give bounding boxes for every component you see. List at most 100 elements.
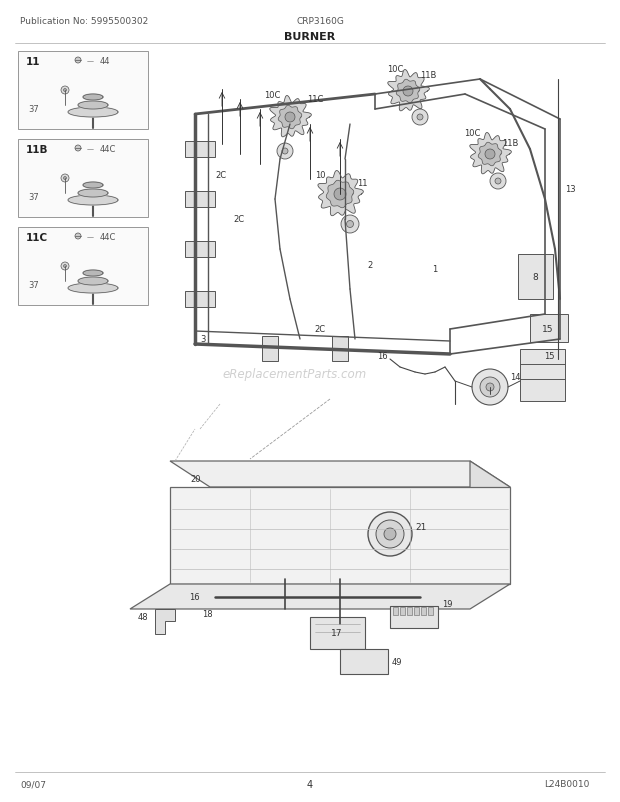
Polygon shape [278, 106, 302, 130]
Polygon shape [83, 95, 103, 101]
Text: 16: 16 [189, 593, 200, 602]
Circle shape [486, 383, 494, 391]
Circle shape [554, 350, 562, 358]
Text: 11C: 11C [26, 233, 48, 243]
Text: 1: 1 [432, 265, 438, 274]
Bar [185, 292, 215, 308]
Circle shape [412, 110, 428, 126]
Circle shape [384, 529, 396, 541]
Text: 21: 21 [415, 522, 427, 531]
Bar [390, 606, 438, 628]
Text: 4: 4 [307, 779, 313, 789]
Polygon shape [68, 107, 118, 118]
Text: 11B: 11B [420, 71, 436, 79]
Text: 49: 49 [392, 658, 402, 666]
Polygon shape [478, 143, 502, 167]
Text: 11B: 11B [502, 138, 518, 148]
Circle shape [341, 216, 359, 233]
Bar [185, 241, 215, 257]
Circle shape [485, 150, 495, 160]
Text: 09/07: 09/07 [20, 780, 46, 788]
Circle shape [61, 175, 69, 183]
Bar [393, 607, 398, 615]
Polygon shape [170, 461, 510, 488]
Text: BURNER: BURNER [285, 32, 335, 42]
Circle shape [495, 179, 501, 184]
Polygon shape [78, 277, 108, 286]
Circle shape [285, 113, 295, 123]
Text: 11B: 11B [26, 145, 48, 155]
Circle shape [472, 370, 508, 406]
Text: 15: 15 [544, 352, 555, 361]
Bar [18, 228, 148, 306]
Polygon shape [318, 172, 363, 217]
Bar [262, 337, 278, 362]
Text: 2C: 2C [215, 170, 226, 180]
Text: 13: 13 [565, 185, 575, 194]
Text: 18: 18 [202, 610, 213, 618]
Text: 10: 10 [315, 170, 326, 180]
Polygon shape [68, 196, 118, 206]
Text: 10C: 10C [264, 91, 280, 99]
Text: CRP3160G: CRP3160G [296, 17, 344, 26]
Polygon shape [270, 96, 311, 138]
Polygon shape [326, 181, 354, 209]
Text: 14: 14 [510, 373, 521, 382]
Text: —: — [87, 146, 94, 152]
Bar [520, 350, 565, 402]
Bar [414, 607, 419, 615]
Text: 37: 37 [28, 280, 39, 290]
Circle shape [61, 263, 69, 270]
Text: 17: 17 [331, 629, 343, 638]
Circle shape [277, 144, 293, 160]
Text: 37: 37 [28, 104, 39, 113]
Text: 44: 44 [100, 56, 110, 66]
Circle shape [490, 174, 506, 190]
Text: L24B0010: L24B0010 [544, 780, 590, 788]
Polygon shape [130, 585, 510, 610]
Text: 11C: 11C [307, 95, 323, 104]
Circle shape [347, 221, 353, 229]
Text: Publication No: 5995500302: Publication No: 5995500302 [20, 17, 148, 26]
Text: 44C: 44C [100, 144, 117, 153]
Text: 44C: 44C [100, 233, 117, 241]
Circle shape [282, 149, 288, 155]
Text: 3: 3 [200, 335, 205, 344]
Text: 11: 11 [356, 178, 367, 187]
Bar [18, 140, 148, 217]
Circle shape [417, 115, 423, 121]
Bar [310, 618, 365, 649]
Bar [340, 649, 388, 674]
Bar [428, 607, 433, 615]
Text: 20: 20 [190, 475, 200, 484]
Bar [18, 52, 148, 130]
Polygon shape [396, 80, 420, 103]
Bar [332, 337, 348, 362]
Polygon shape [470, 461, 510, 585]
Bar [407, 607, 412, 615]
Bar [530, 314, 568, 342]
Text: —: — [87, 58, 94, 64]
Polygon shape [68, 284, 118, 294]
Circle shape [61, 87, 69, 95]
Polygon shape [78, 102, 108, 110]
Bar [185, 142, 215, 158]
Text: 2C: 2C [314, 325, 326, 334]
Polygon shape [78, 190, 108, 198]
Circle shape [403, 87, 413, 97]
Polygon shape [155, 610, 175, 634]
Circle shape [63, 265, 66, 268]
Circle shape [75, 233, 81, 240]
Circle shape [75, 58, 81, 64]
Text: 11: 11 [26, 57, 40, 67]
Circle shape [63, 177, 66, 180]
Bar [518, 255, 553, 300]
Circle shape [63, 89, 66, 92]
Text: 16: 16 [378, 352, 388, 361]
Text: 10C: 10C [387, 66, 403, 75]
Text: 10C: 10C [464, 128, 480, 137]
Text: eReplacementParts.com: eReplacementParts.com [223, 368, 367, 381]
Polygon shape [470, 133, 511, 175]
Bar [421, 607, 426, 615]
Bar [185, 192, 215, 208]
